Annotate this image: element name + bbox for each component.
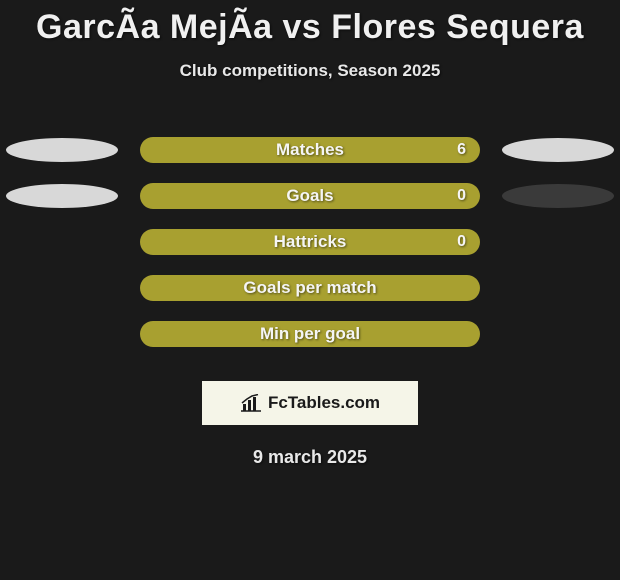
page-subtitle: Club competitions, Season 2025	[0, 61, 620, 81]
stat-bar: Hattricks0	[140, 229, 480, 255]
stat-rows: Matches6Goals0Hattricks0Goals per matchM…	[0, 127, 620, 357]
stat-row: Min per goal	[0, 311, 620, 357]
stat-value: 6	[457, 137, 466, 163]
stat-bar: Matches6	[140, 137, 480, 163]
stat-bar: Min per goal	[140, 321, 480, 347]
left-marker-ellipse	[6, 138, 118, 162]
stat-label: Matches	[140, 137, 480, 163]
logo-wrap: FcTables.com	[0, 381, 620, 425]
stat-row: Hattricks0	[0, 219, 620, 265]
right-marker-ellipse	[502, 184, 614, 208]
date-label: 9 march 2025	[0, 447, 620, 468]
stat-label: Min per goal	[140, 321, 480, 347]
stat-bar: Goals per match	[140, 275, 480, 301]
page-title: GarcÃa MejÃa vs Flores Sequera	[0, 8, 620, 47]
stat-label: Hattricks	[140, 229, 480, 255]
comparison-container: GarcÃa MejÃa vs Flores Sequera Club comp…	[0, 0, 620, 468]
stat-value: 0	[457, 229, 466, 255]
logo-text: FcTables.com	[268, 393, 380, 413]
stat-bar: Goals0	[140, 183, 480, 209]
stat-row: Goals per match	[0, 265, 620, 311]
fctables-logo: FcTables.com	[202, 381, 418, 425]
stat-label: Goals	[140, 183, 480, 209]
bar-chart-icon	[240, 394, 262, 412]
stat-row: Matches6	[0, 127, 620, 173]
stat-value: 0	[457, 183, 466, 209]
stat-label: Goals per match	[140, 275, 480, 301]
right-marker-ellipse	[502, 138, 614, 162]
left-marker-ellipse	[6, 184, 118, 208]
stat-row: Goals0	[0, 173, 620, 219]
